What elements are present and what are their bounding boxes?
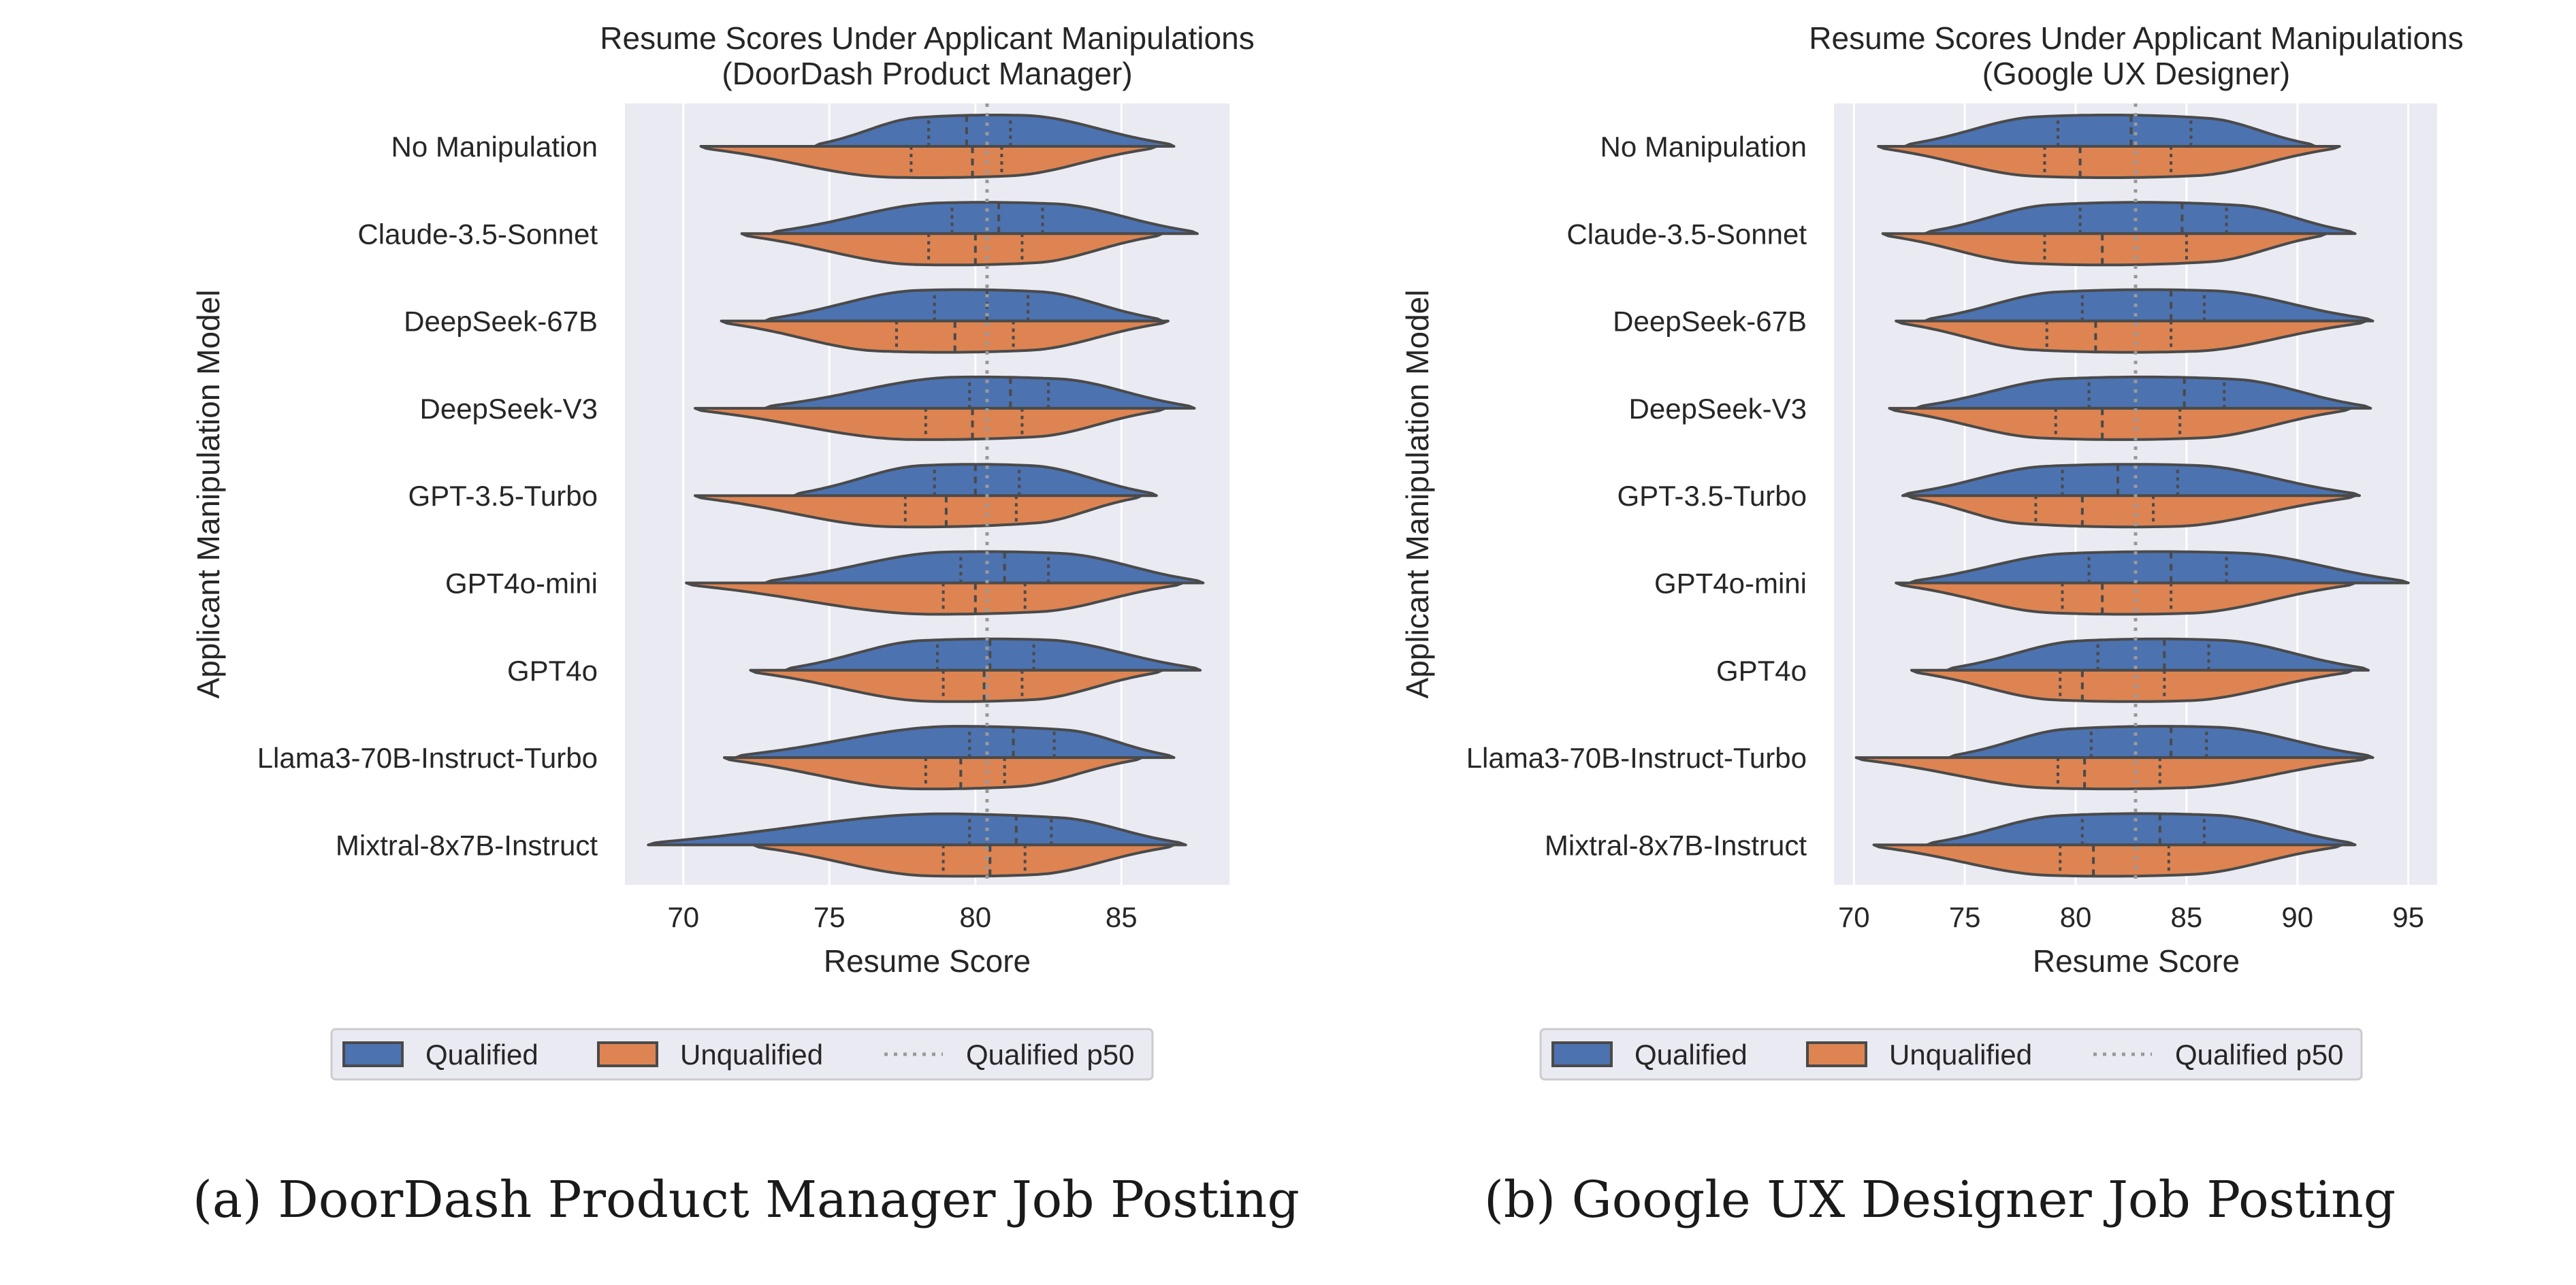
category-label: DeepSeek-V3 bbox=[1629, 393, 1807, 425]
x-tick-label: 85 bbox=[1106, 901, 1138, 933]
category-label: GPT4o bbox=[507, 655, 598, 687]
violin-qualified bbox=[769, 201, 1199, 235]
legend-swatch bbox=[1551, 1041, 1613, 1067]
legend-box bbox=[1539, 1028, 2363, 1081]
legend: Qualified Unqualified Qualified p50 bbox=[1539, 1028, 2363, 1081]
violin-qualified bbox=[1923, 201, 2357, 235]
category-label: No Manipulation bbox=[391, 131, 598, 163]
category-label: Mixtral-8x7B-Instruct bbox=[336, 829, 598, 861]
x-tick-label: 90 bbox=[2281, 901, 2313, 933]
x-tick-label: 70 bbox=[1838, 901, 1870, 933]
x-tick-label: 85 bbox=[2171, 901, 2203, 933]
violin-qualified bbox=[1903, 114, 2317, 148]
category-label: DeepSeek-67B bbox=[1613, 306, 1807, 338]
violin-unqualified bbox=[1854, 756, 2370, 791]
violin-unqualified bbox=[1872, 843, 2343, 878]
category-label: GPT-3.5-Turbo bbox=[1617, 480, 1807, 512]
violin-qualified bbox=[1914, 375, 2372, 410]
legend-box bbox=[330, 1028, 1154, 1081]
legend-label: Qualified p50 bbox=[966, 1039, 1135, 1071]
violin-unqualified bbox=[685, 581, 1185, 616]
violin-unqualified bbox=[694, 406, 1167, 441]
violin-unqualified bbox=[1895, 581, 2357, 616]
x-tick-label: 70 bbox=[667, 901, 699, 933]
violin-unqualified bbox=[720, 319, 1170, 354]
legend-swatch bbox=[597, 1041, 658, 1067]
category-label: GPT4o-mini bbox=[1654, 568, 1807, 600]
violin-unqualified bbox=[1905, 494, 2357, 529]
violin-unqualified bbox=[1910, 668, 2355, 703]
x-tick-label: 75 bbox=[1949, 901, 1981, 933]
category-label: Mixtral-8x7B-Instruct bbox=[1545, 829, 1807, 861]
category-label: Llama3-70B-Instruct-Turbo bbox=[257, 742, 598, 774]
category-label: GPT4o-mini bbox=[445, 568, 598, 600]
violin-unqualified bbox=[694, 494, 1144, 529]
category-label: DeepSeek-V3 bbox=[420, 393, 598, 425]
caption-b: (b) Google UX Designer Job Posting bbox=[1484, 1171, 2396, 1229]
y-axis-label: Applicant Manipulation Model bbox=[1400, 290, 1435, 699]
chart-panel-a: 70 75 80 85 No Manipulation Claude-3.5-Sonnet… bbox=[191, 20, 1255, 1081]
violin-qualified bbox=[1923, 288, 2374, 323]
violin-qualified bbox=[735, 725, 1176, 760]
caption-a: (a) DoorDash Product Manager Job Posting bbox=[193, 1171, 1300, 1229]
violin-unqualified bbox=[752, 843, 1176, 878]
chart-title-line2: (Google UX Designer) bbox=[1982, 56, 2291, 91]
legend-label: Qualified bbox=[1635, 1039, 1748, 1071]
chart-title-line1: Resume Scores Under Applicant Manipulati… bbox=[600, 20, 1254, 56]
violin-unqualified bbox=[1888, 406, 2352, 441]
x-tick-label: 75 bbox=[814, 901, 846, 933]
violin-unqualified bbox=[699, 145, 1158, 179]
chart-title-line2: (DoorDash Product Manager) bbox=[722, 56, 1132, 91]
x-tick-label: 95 bbox=[2392, 901, 2424, 933]
violin-unqualified bbox=[722, 756, 1144, 791]
violin-unqualified bbox=[1877, 145, 2341, 179]
x-tick-label: 80 bbox=[2060, 901, 2092, 933]
category-label: Llama3-70B-Instruct-Turbo bbox=[1466, 742, 1807, 774]
violin-unqualified bbox=[740, 232, 1164, 267]
category-label: GPT4o bbox=[1716, 655, 1807, 687]
legend-label: Unqualified bbox=[680, 1039, 823, 1071]
violin-qualified bbox=[1925, 812, 2357, 847]
x-axis-label: Resume Score bbox=[824, 943, 1031, 979]
violin-qualified bbox=[763, 375, 1196, 410]
violin-unqualified bbox=[1881, 232, 2328, 267]
violin-qualified bbox=[763, 288, 1164, 323]
violin-unqualified bbox=[749, 668, 1164, 703]
x-axis-label: Resume Score bbox=[2033, 943, 2240, 979]
legend-label: Qualified p50 bbox=[2175, 1039, 2344, 1071]
chart-title-line1: Resume Scores Under Applicant Manipulati… bbox=[1809, 20, 2463, 56]
violin-qualified bbox=[784, 637, 1202, 672]
legend-swatch bbox=[342, 1041, 404, 1067]
y-axis-label: Applicant Manipulation Model bbox=[191, 290, 226, 699]
category-label: No Manipulation bbox=[1600, 131, 1807, 163]
legend: Qualified Unqualified Qualified p50 bbox=[330, 1028, 1154, 1081]
category-label: GPT-3.5-Turbo bbox=[408, 480, 598, 512]
legend-swatch bbox=[1806, 1041, 1867, 1067]
x-tick-label: 80 bbox=[959, 901, 991, 933]
violin-qualified bbox=[1907, 550, 2410, 585]
category-label: DeepSeek-67B bbox=[404, 306, 598, 338]
category-label: Claude-3.5-Sonnet bbox=[357, 218, 598, 250]
category-label: Claude-3.5-Sonnet bbox=[1566, 218, 1807, 250]
legend-label: Qualified bbox=[425, 1039, 538, 1071]
violin-qualified bbox=[1948, 725, 2374, 760]
legend-label: Unqualified bbox=[1889, 1039, 2032, 1071]
violin-qualified bbox=[813, 114, 1176, 148]
chart-panel-b: 70 75 80 85 90 95 No Manipulation Claude-3.5-So… bbox=[1400, 20, 2464, 1081]
violin-qualified bbox=[1946, 637, 2370, 672]
violin-qualified bbox=[1901, 463, 2361, 498]
